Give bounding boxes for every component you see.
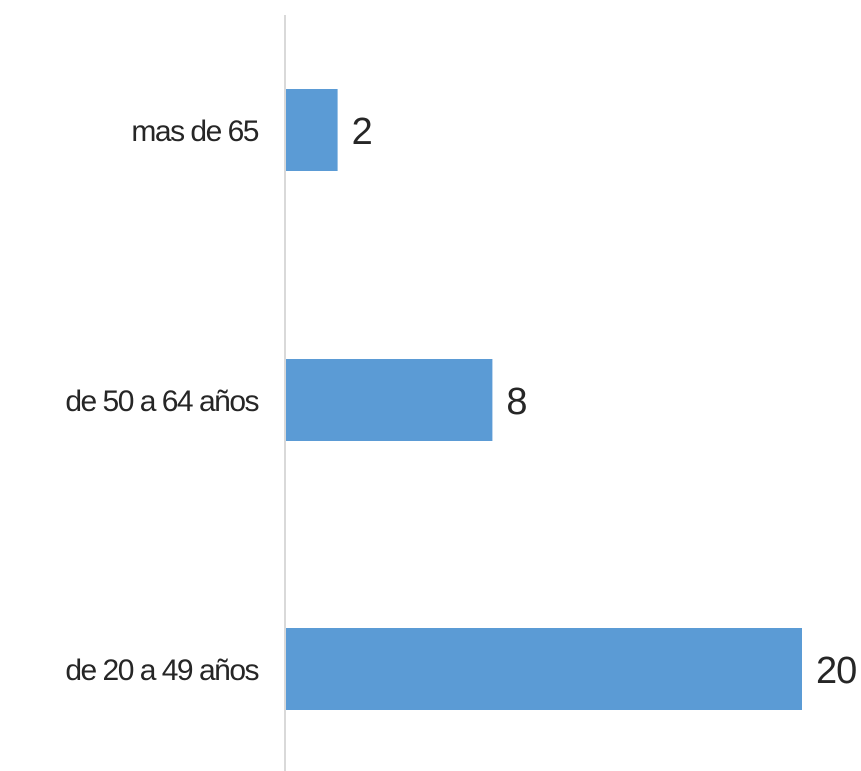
data-label-1: 2 [352,111,372,153]
bar-3 [286,628,802,710]
bar-2 [286,359,493,441]
data-label-3: 20 [816,650,856,692]
category-label-2: de 50 a 64 años [65,385,258,418]
bars-group [286,89,802,710]
category-label-1: mas de 65 [131,115,258,148]
bar-1 [286,89,338,171]
data-labels-group: 2 8 20 [352,111,858,692]
data-label-2: 8 [506,381,526,423]
category-label-3: de 20 a 49 años [65,654,258,687]
category-labels-group: mas de 65 de 50 a 64 años de 20 a 49 años [65,115,260,687]
